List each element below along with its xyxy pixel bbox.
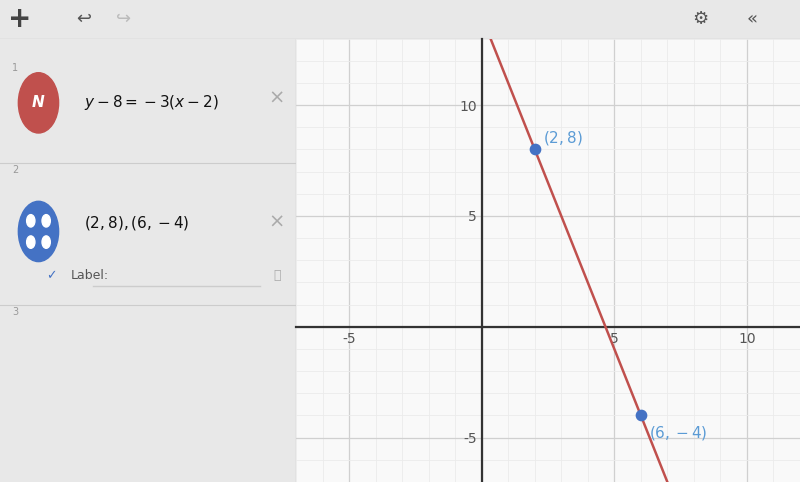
Text: 3: 3 [12, 307, 18, 317]
Circle shape [26, 236, 35, 248]
Text: $y - 8 = -3(x - 2)$: $y - 8 = -3(x - 2)$ [84, 94, 219, 112]
Text: $(6, -4)$: $(6, -4)$ [649, 424, 707, 442]
Text: 1: 1 [12, 63, 18, 73]
Text: +: + [8, 5, 32, 33]
Text: ↪: ↪ [117, 10, 131, 27]
Circle shape [42, 214, 50, 227]
Text: 2: 2 [12, 165, 18, 175]
Point [528, 146, 541, 153]
Text: $(2,8),(6,-4)$: $(2,8),(6,-4)$ [84, 214, 190, 231]
Text: ↩: ↩ [77, 10, 91, 27]
Circle shape [26, 214, 35, 227]
Circle shape [42, 236, 50, 248]
Circle shape [18, 73, 58, 133]
Text: 🔧: 🔧 [273, 269, 281, 282]
Point [634, 412, 647, 419]
Text: ✓: ✓ [46, 269, 57, 282]
Text: ×: × [269, 89, 285, 108]
Text: «: « [746, 10, 758, 28]
Text: $(2, 8)$: $(2, 8)$ [542, 129, 582, 147]
Text: ×: × [269, 213, 285, 232]
Text: ⚙: ⚙ [692, 10, 708, 28]
Text: Label:: Label: [71, 269, 109, 282]
Circle shape [18, 201, 58, 262]
Text: N: N [32, 95, 45, 110]
